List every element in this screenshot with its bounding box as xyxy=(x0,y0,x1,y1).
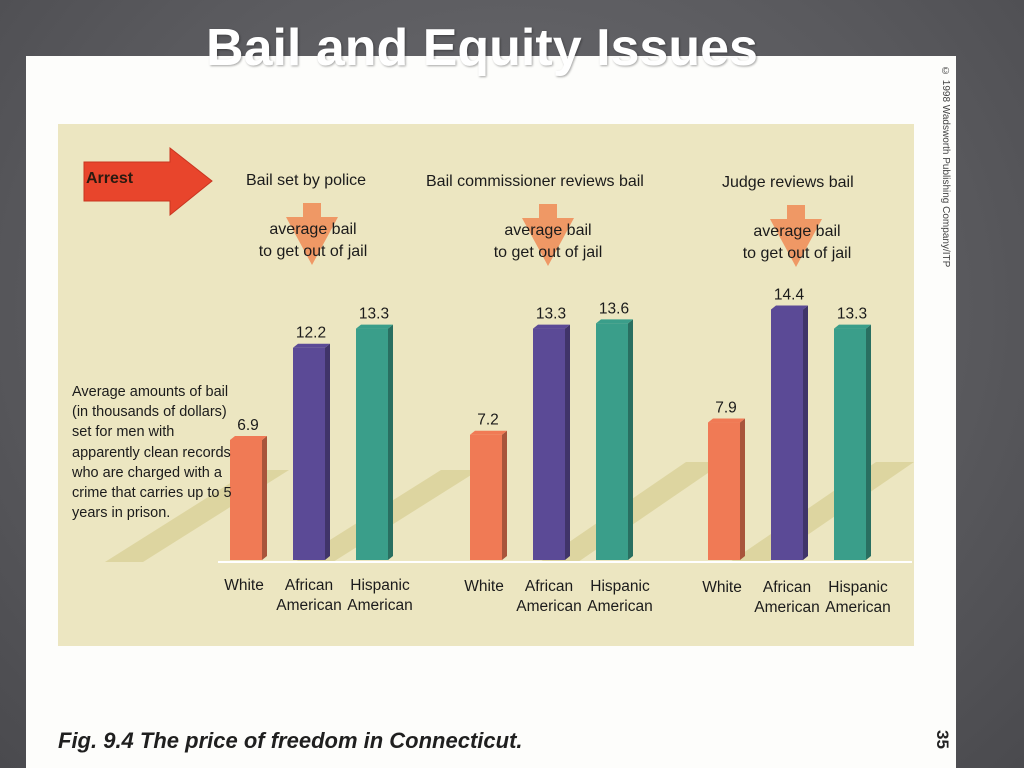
value-label: 7.9 xyxy=(715,400,737,417)
bar-top xyxy=(470,430,507,435)
category-label: American xyxy=(754,599,819,616)
stage-title-police: Bail set by police xyxy=(246,172,367,189)
average-label-line1: average bail xyxy=(504,222,592,239)
average-label-line1: average bail xyxy=(753,223,841,240)
value-label: 12.2 xyxy=(296,325,326,342)
average-label-line1: average bail xyxy=(269,221,357,238)
figure-caption: Fig. 9.4 The price of freedom in Connect… xyxy=(58,728,523,753)
bar xyxy=(596,323,628,560)
value-label: 14.4 xyxy=(774,286,805,303)
bar-top xyxy=(230,435,267,440)
page-number: 35 xyxy=(933,730,952,749)
bar-top xyxy=(708,418,745,423)
down-arrow xyxy=(286,203,338,265)
category-label: American xyxy=(276,597,341,614)
value-label: 13.3 xyxy=(536,306,566,323)
side-note: Average amounts of bail (in thousands of… xyxy=(72,384,232,522)
average-label-line2: to get out of jail xyxy=(742,245,852,262)
category-label: Hispanic xyxy=(350,577,410,594)
bar-side xyxy=(262,435,267,560)
arrest-label: Arrest xyxy=(86,170,134,187)
bar-top xyxy=(596,319,633,324)
category-label: African xyxy=(763,579,811,596)
stage-title-commissioner: Bail commissioner reviews bail xyxy=(426,173,644,190)
category-label: American xyxy=(347,597,412,614)
bar-side xyxy=(740,418,745,560)
bar-top xyxy=(356,324,393,329)
category-label: Hispanic xyxy=(590,578,650,595)
average-label-commissioner: average bail to get out of jail xyxy=(483,220,613,264)
slide-title: Bail and Equity Issues xyxy=(206,19,758,77)
category-label: White xyxy=(702,579,742,596)
bar-side xyxy=(565,324,570,560)
category-label: American xyxy=(516,598,581,615)
category-label: White xyxy=(224,577,264,594)
value-label: 13.3 xyxy=(837,306,867,323)
bar-side xyxy=(325,343,330,560)
stage-title-judge: Judge reviews bail xyxy=(722,174,854,191)
category-label: White xyxy=(464,578,504,595)
value-label: 7.2 xyxy=(477,412,499,429)
value-label: 13.3 xyxy=(359,306,389,323)
bar-top xyxy=(771,305,808,310)
value-label: 6.9 xyxy=(237,417,259,434)
bar xyxy=(708,422,740,560)
average-label-line2: to get out of jail xyxy=(493,244,603,261)
average-label-judge: average bail to get out of jail xyxy=(732,221,862,265)
bar-top xyxy=(293,343,330,348)
arrest-arrow xyxy=(83,146,213,217)
bar-top xyxy=(533,324,570,329)
bar-top xyxy=(834,324,871,329)
bar-side xyxy=(803,305,808,560)
bar-side xyxy=(628,319,633,560)
down-arrow xyxy=(522,204,574,266)
bar xyxy=(230,439,262,560)
bar-side xyxy=(388,324,393,560)
average-label-police: average bail to get out of jail xyxy=(248,219,378,263)
bar xyxy=(356,328,388,560)
category-label: American xyxy=(587,598,652,615)
category-label: African xyxy=(285,577,333,594)
bar xyxy=(834,328,866,560)
bar-side xyxy=(502,430,507,560)
bar-side xyxy=(866,324,871,560)
category-label: African xyxy=(525,578,573,595)
category-label: Hispanic xyxy=(828,579,888,596)
bar xyxy=(293,347,325,560)
floor-stripe xyxy=(730,462,914,562)
bar xyxy=(470,434,502,560)
bar xyxy=(771,309,803,560)
category-label: American xyxy=(825,599,890,616)
down-arrow xyxy=(770,205,822,267)
bar xyxy=(533,328,565,560)
average-label-line2: to get out of jail xyxy=(258,243,368,260)
value-label: 13.6 xyxy=(599,300,629,317)
copyright-notice: © 1998 Wadsworth Publishing Company/ITP xyxy=(940,66,951,268)
